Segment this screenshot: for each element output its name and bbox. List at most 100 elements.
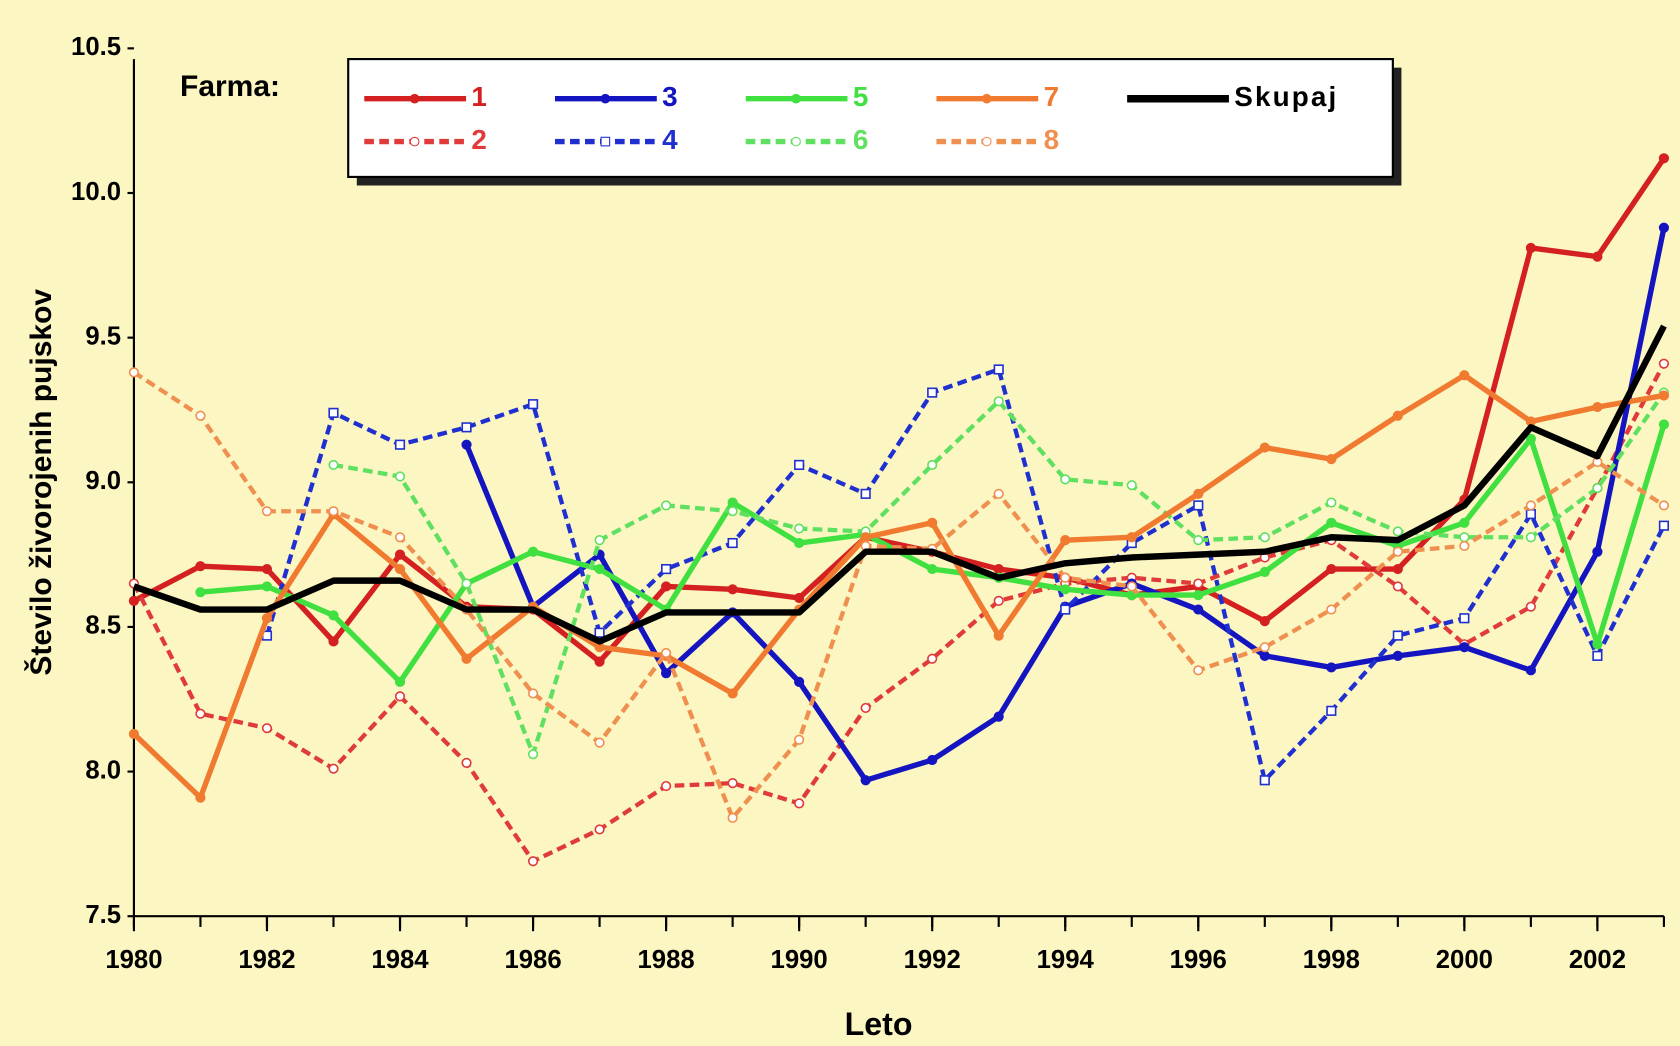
marker bbox=[594, 535, 605, 546]
marker bbox=[394, 471, 406, 482]
marker bbox=[261, 581, 273, 592]
marker bbox=[727, 778, 738, 789]
marker bbox=[1658, 520, 1670, 531]
marker bbox=[661, 581, 672, 592]
marker bbox=[1525, 601, 1536, 612]
marker bbox=[1525, 500, 1536, 511]
y-tick-label: 8.0 bbox=[85, 756, 121, 784]
marker bbox=[527, 546, 539, 557]
marker bbox=[927, 459, 938, 471]
marker bbox=[1525, 509, 1536, 520]
marker bbox=[727, 584, 738, 595]
marker bbox=[594, 656, 605, 667]
marker bbox=[195, 410, 206, 421]
marker bbox=[1658, 222, 1670, 233]
marker bbox=[1658, 358, 1670, 369]
marker bbox=[860, 488, 871, 499]
legend-title: Farma: bbox=[180, 70, 280, 103]
marker bbox=[1060, 535, 1071, 546]
x-tick-label: 2002 bbox=[1569, 946, 1626, 974]
marker bbox=[860, 532, 871, 543]
legend-label: 3 bbox=[662, 81, 678, 112]
marker bbox=[128, 595, 140, 606]
x-tick-label: 1998 bbox=[1303, 946, 1360, 974]
marker bbox=[1459, 532, 1470, 543]
x-tick-label: 1986 bbox=[504, 946, 561, 974]
marker bbox=[461, 578, 472, 589]
x-tick-label: 1992 bbox=[904, 946, 961, 974]
marker bbox=[993, 563, 1004, 575]
legend-box bbox=[347, 57, 1394, 178]
legend-marker bbox=[791, 93, 801, 104]
marker bbox=[1259, 532, 1270, 543]
marker bbox=[594, 627, 605, 638]
marker bbox=[794, 459, 805, 471]
marker bbox=[394, 691, 406, 702]
marker bbox=[195, 587, 206, 598]
legend-marker bbox=[409, 136, 420, 147]
marker bbox=[1658, 419, 1670, 430]
x-axis-title: Leto bbox=[845, 1006, 913, 1042]
marker bbox=[461, 653, 472, 664]
marker bbox=[1392, 410, 1403, 421]
marker bbox=[1392, 581, 1403, 592]
y-tick-label: 7.5 bbox=[85, 901, 121, 929]
marker bbox=[1658, 390, 1670, 401]
legend-label: 2 bbox=[471, 124, 487, 155]
marker bbox=[1259, 650, 1270, 661]
marker bbox=[1326, 662, 1337, 673]
marker bbox=[1126, 532, 1137, 543]
marker bbox=[1259, 566, 1270, 578]
x-tick-label: 1988 bbox=[638, 946, 695, 974]
marker bbox=[661, 647, 672, 659]
marker bbox=[794, 734, 805, 745]
marker bbox=[1259, 775, 1270, 786]
marker bbox=[1259, 616, 1270, 627]
marker bbox=[1326, 563, 1337, 575]
marker bbox=[1193, 590, 1204, 601]
marker bbox=[1126, 480, 1137, 491]
marker bbox=[527, 856, 539, 867]
marker bbox=[1326, 517, 1337, 528]
marker bbox=[261, 723, 273, 734]
marker bbox=[794, 676, 805, 687]
marker bbox=[1326, 454, 1337, 465]
marker bbox=[394, 549, 406, 560]
marker bbox=[261, 613, 273, 624]
marker bbox=[1392, 630, 1403, 641]
marker bbox=[927, 563, 938, 575]
legend-marker bbox=[791, 136, 801, 147]
marker bbox=[461, 757, 472, 768]
marker bbox=[1459, 613, 1470, 624]
marker bbox=[261, 563, 273, 575]
marker bbox=[594, 737, 605, 748]
marker bbox=[727, 506, 738, 517]
marker bbox=[727, 497, 738, 508]
marker bbox=[1259, 442, 1270, 453]
marker bbox=[993, 396, 1004, 407]
marker bbox=[1392, 650, 1403, 661]
marker bbox=[328, 459, 339, 471]
marker bbox=[1259, 642, 1270, 653]
y-tick-label: 9.0 bbox=[85, 467, 121, 495]
series-line bbox=[132, 324, 1667, 645]
marker bbox=[328, 506, 339, 517]
x-tick-label: 2000 bbox=[1436, 946, 1493, 974]
legend-marker bbox=[600, 136, 611, 147]
marker bbox=[993, 630, 1004, 641]
series-line bbox=[132, 372, 1665, 801]
marker bbox=[195, 792, 206, 803]
marker bbox=[1592, 401, 1603, 413]
marker bbox=[1658, 153, 1670, 164]
marker bbox=[1060, 584, 1071, 595]
marker bbox=[394, 676, 406, 687]
legend-label: 6 bbox=[853, 124, 869, 155]
series-line bbox=[132, 362, 1666, 864]
marker bbox=[794, 798, 805, 809]
marker bbox=[794, 537, 805, 549]
marker bbox=[1459, 540, 1470, 552]
marker bbox=[1060, 474, 1071, 485]
marker bbox=[1060, 604, 1071, 615]
legend-marker bbox=[981, 136, 992, 147]
marker bbox=[1459, 642, 1470, 653]
